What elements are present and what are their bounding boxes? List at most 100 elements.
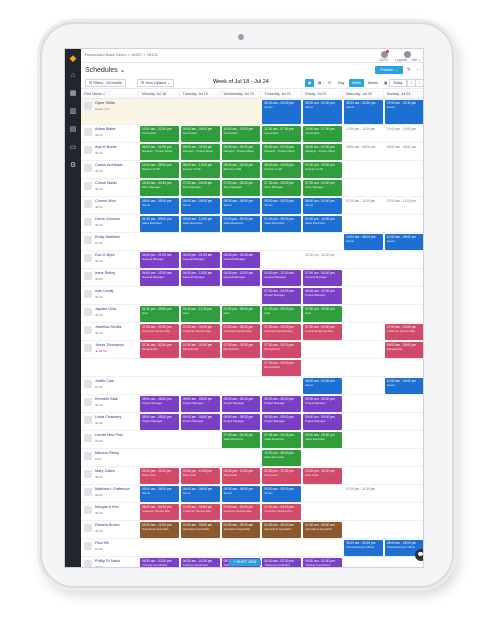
shift-cell[interactable]: 01:30 pm - 09:00 pm Host [221,306,261,322]
chat-icon[interactable]: ▭ [69,144,77,151]
employee-name[interactable]: Pamela Brown [95,523,120,527]
employee-name[interactable]: Linda Chassery [95,415,122,419]
page-title[interactable]: Schedules ⌄ [85,67,126,74]
day-button[interactable]: Day [338,81,345,85]
home-icon[interactable]: ⌂ [70,72,76,79]
shift-cell[interactable]: 10:00 am - 06:00 pm Server [344,234,383,250]
employee-name[interactable]: Marcus Pitney [95,451,120,455]
shift-cell[interactable]: 06:00 am - 02:00 pm Manager - Project Man… [221,144,261,160]
shift-cell[interactable]: 09:00 am - 05:00 pm Project Manager [180,396,220,412]
employee-cell[interactable]: Ivan Leddy 40.00 [84,289,136,303]
shift-cell[interactable]: 09:00 am - 06:00 pm Server [180,486,220,502]
shift-cell[interactable]: 09:00 am - 05:00 pm Accountant [180,126,220,142]
shift-cell[interactable]: 11:30 am - 07:30 pm Accountant [262,126,302,142]
employee-name[interactable]: Ivan Leddy [95,289,114,293]
employee-cell[interactable]: Lucida Mac Pine 24.00 [84,433,136,447]
shift-cell[interactable]: 01:00 pm - 09:00 pm Director of HR [303,162,342,178]
shift-cell[interactable]: 04:00 pm - 12:00 am General Manager [140,270,179,286]
shift-cell[interactable]: 06:00 am - 06:00 pm Chief Executive Offic… [384,540,423,556]
employee-name[interactable]: Jonas Thompson [95,343,125,347]
shift-cell[interactable]: 09:00 am - 05:00 pm Project Manager [262,414,302,430]
shift-cell[interactable]: 07:00 am - 04:00 pm Customer Service Rep [262,504,302,520]
employee-name[interactable]: Judith Cale [95,379,114,383]
employee-cell[interactable]: Morgan A Kim 40.00 [84,505,136,519]
employee-cell[interactable]: Devin Johnson 40.00 [84,217,136,231]
shift-cell[interactable]: 09:00 am - 05:00 pm Sales Executive [303,432,342,448]
shift-cell[interactable]: 01:00 am - 09:00 am Operations Specialist [180,522,220,538]
shift-cell[interactable]: 07:00 am - 03:00 pm Receptionist [262,360,302,376]
list-view-icon[interactable]: ▤ [318,81,322,85]
shift-cell[interactable]: 06:00 am - 02:00 pm Manager - Project Man… [262,144,302,160]
shift-cell[interactable]: 04:00 pm - 01:00 am General Manager [180,252,220,268]
shift-cell[interactable]: 04:00 pm - 01:00 am General Manager [140,252,179,268]
shift-cell[interactable]: 07:45 am - 04:45 pm Sales Executive [221,432,261,448]
shift-cell[interactable]: 10:00 am - 07:30 pm Accountant [303,126,342,142]
shift-cell[interactable]: 03:00 pm - 11:00 pm Prep Cook [140,468,179,484]
shift-cell[interactable]: 06:00 am - 05:45 pm Chief Executive Offic… [344,540,383,556]
employee-name[interactable]: Christi Nadel [95,181,117,185]
shift-cell[interactable]: 07:00 am - 04:00 pm Customer Service Rep [180,504,220,520]
employee-name[interactable]: Kenneth Blair [95,397,118,401]
shift-cell[interactable]: 07:45 am - 04:45 pm Sales Executive [262,432,302,448]
shift-cell[interactable]: 10:00 am - 02:00 pm Accountant [140,126,179,142]
shift-cell[interactable]: 06:45 am - 03:45 pm Store Manager [140,180,179,196]
avatar[interactable] [404,51,412,58]
employee-name[interactable]: Paul Hill [95,541,109,545]
shift-cell[interactable]: 07:00 am - 04:00 pm Customer Service Rep [262,324,302,340]
shift-cell[interactable]: 09:00 am - 05:00 pm Project Manager [303,414,342,430]
shift-cell[interactable]: 04:00 pm - 12:00 am General Manager [180,270,220,286]
column-header[interactable]: First Name ⇩ [81,90,139,99]
edit-icon[interactable]: ✎ [406,67,411,73]
shift-cell[interactable]: 04:00 pm - 12:00 am General Manager [221,270,261,286]
shift-cell[interactable]: 03:00 pm - 11:00 pm Prep Cook [221,468,261,484]
employee-name[interactable]: Adam Blake [95,127,116,131]
shift-cell[interactable]: 08:00 am - 04:00 pm Server [303,198,342,214]
shift-cell[interactable]: 12:00 pm - 08:00 pm Sales Executive [262,450,302,466]
shift-cell[interactable]: 07:00 am - 11:00 pm [344,198,383,214]
more-icon[interactable]: ⋯ [416,67,421,73]
shift-cell[interactable]: 07:00 am - 04:00 pm General Manager [303,270,342,286]
month-button[interactable]: Month [368,81,378,85]
shift-cell[interactable]: 08:00 am - 04:00 pm Director of HR [221,162,261,178]
shift-cell[interactable]: 06:00 am - 02:00 pm Manager - Project Man… [140,144,179,160]
employee-name[interactable]: Josefina Sevilla [95,325,122,329]
shift-cell[interactable]: 01:00 am - 09:00 am Operations Specialist [262,522,302,538]
shift-cell[interactable]: 07:00 pm - 11:30 pm [344,486,383,502]
employee-cell[interactable]: Adam Blake 40.00 [84,127,136,141]
employee-cell[interactable]: Linda Chassery 40.00 [84,415,136,429]
shift-cell[interactable]: 07:30 am - 03:30 pm Receptionist [221,342,261,358]
shift-cell[interactable]: 08:00 am - 04:00 pm Director of HR [262,162,302,178]
employee-cell[interactable]: Mary Gates 40.00 [84,469,136,483]
chat-bubble-icon[interactable]: 💬 [415,549,423,561]
employee-cell[interactable]: Paul Hill 16.00 [84,541,136,555]
employee-cell[interactable]: Carlos Archibalo 40.00 [84,163,136,177]
notifications-icon[interactable] [380,50,389,58]
employee-cell[interactable]: Jonas Thompson ▲ 48 hrs [84,343,136,357]
settings-icon[interactable]: ⚙ [69,162,77,169]
shift-cell[interactable]: 07:00 am - 04:00 pm Customer Service Rep [303,324,342,340]
chart-icon[interactable]: ▥ [69,108,77,115]
shift-cell[interactable]: 08:00 am - 04:00 pm Server [303,378,342,394]
calendar-picker-icon[interactable]: ▣ [384,81,388,85]
shift-cell[interactable]: 12:00 pm - 11:00 pm [303,252,342,268]
shift-cell[interactable]: 08:30 am - 04:30 pm Server [344,100,383,124]
employee-name[interactable]: Devin Johnson [95,217,121,221]
shift-cell[interactable]: 01:30 pm - 09:00 pm Host [262,306,302,322]
shift-cell[interactable]: 03:00 pm - 11:00 pm Prep Cook [262,468,302,484]
shift-cell[interactable]: 04:00 am - 12:00 pm Operations Specialist [140,522,179,538]
employee-cell[interactable]: Ava M Burke 40.00 [84,145,136,159]
employee-name[interactable]: Connie Won [95,199,116,203]
employee-cell[interactable]: Christi Nadel 40.00 [84,181,136,195]
employee-name[interactable]: Carlos Archibalo [95,163,123,167]
shift-cell[interactable]: 07:30 am - 03:30 pm Receptionist [180,342,220,358]
shift-cell[interactable]: 01:00 pm - 09:00 pm Sales Executive [221,216,261,232]
employee-cell[interactable]: Irene Ridley 40.00 [84,271,136,285]
shift-cell[interactable]: 01:30 pm - 09:00 pm Host [303,306,342,322]
shift-cell[interactable]: 09:00 am - 05:00 pm Project Manager [221,396,261,412]
shift-cell[interactable]: 09:00 am - 05:00 pm [385,144,423,160]
employee-cell[interactable]: Matthew L Patterson 40.00 [84,487,136,501]
employee-cell[interactable]: Kenneth Blair 40.00 [84,397,136,411]
shift-cell[interactable]: 08:00 am - 05:00 pm Server [140,198,179,214]
shift-cell[interactable]: 01:00 am - 09:00 am Operations Specialist [303,522,342,538]
